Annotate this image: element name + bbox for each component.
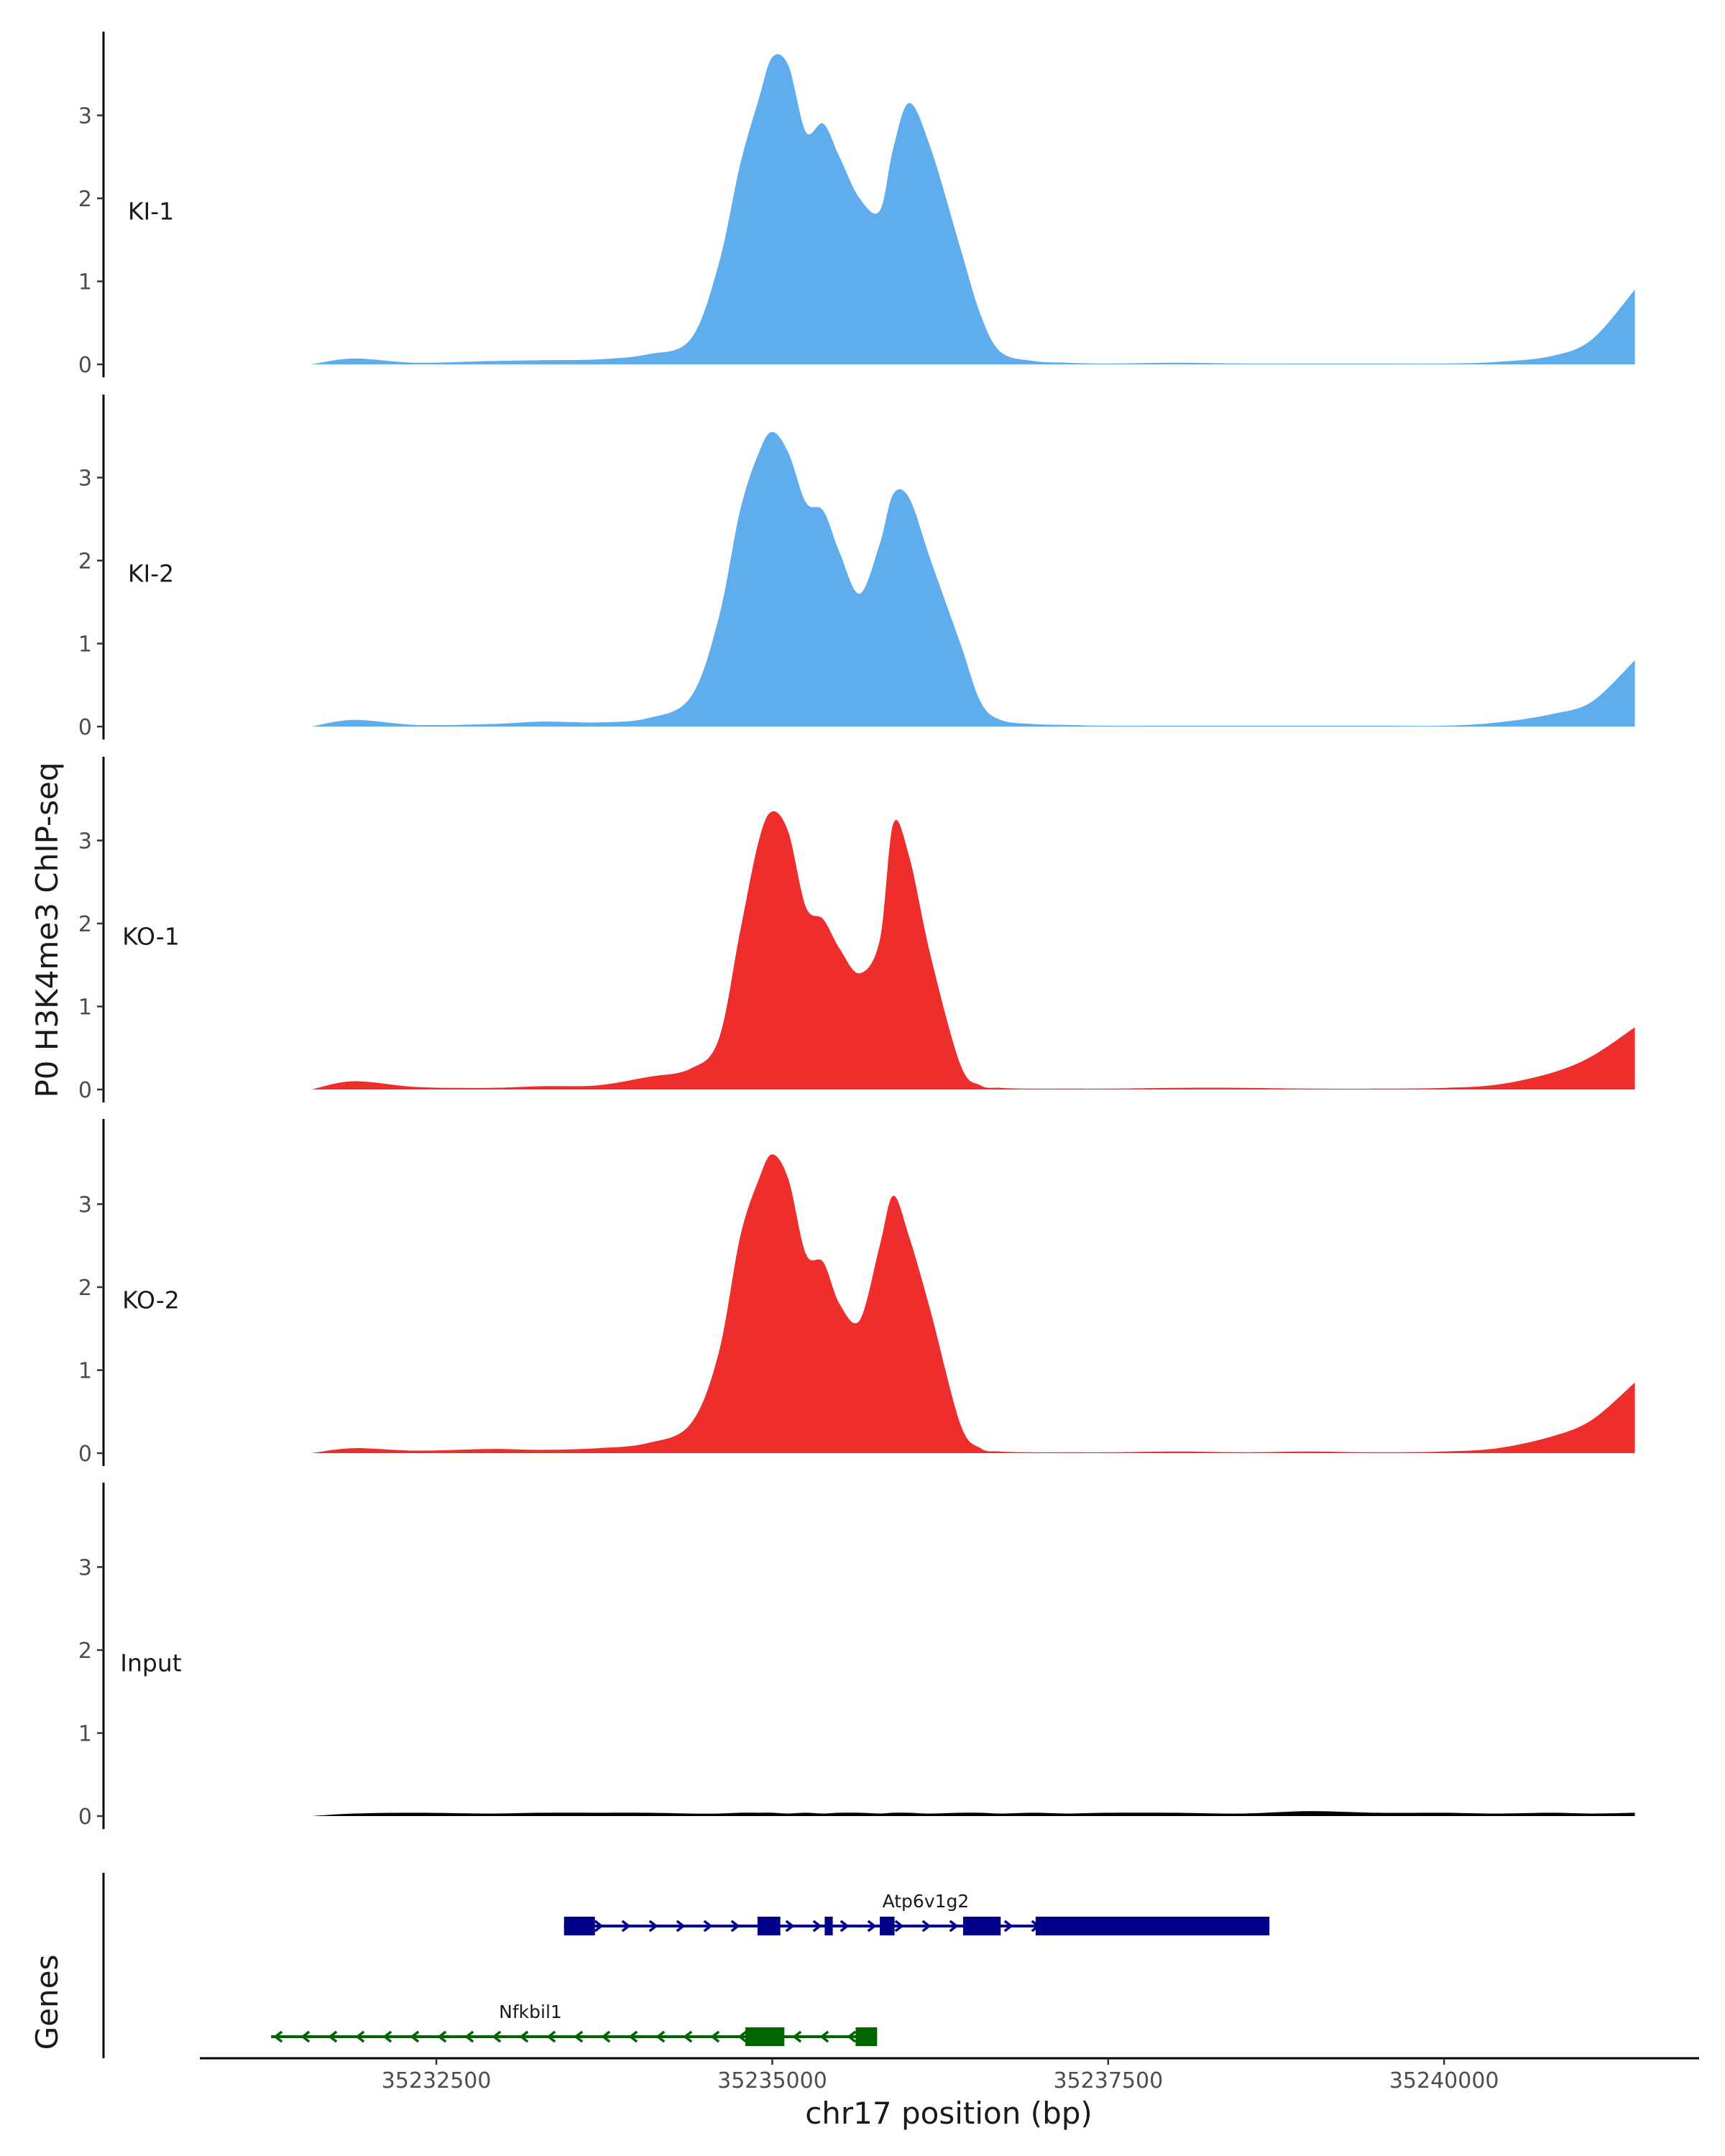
strand-arrow (546, 2030, 556, 2043)
strand-arrow (921, 1920, 932, 1932)
strand-arrow (355, 2030, 365, 2043)
strand-arrow (847, 2030, 857, 2043)
y-tick-label: 0 (78, 1078, 92, 1103)
gene-exon (962, 1917, 1001, 1935)
strand-arrow (656, 2030, 666, 2043)
y-tick-label: 0 (78, 353, 92, 378)
track-label: KI-1 (128, 197, 174, 225)
y-tick-label: 2 (78, 1639, 92, 1664)
strand-arrow (949, 1920, 959, 1932)
gene-exon (824, 1917, 833, 1935)
track-ki-2: 0 1 2 3 KI-2 (78, 395, 1635, 740)
gene-exon (757, 1917, 781, 1935)
strand-arrow (273, 2030, 283, 2043)
strand-arrow (382, 2030, 392, 2043)
coverage-area-ki-1 (311, 54, 1635, 365)
gene-exon (745, 2027, 785, 2046)
gene-exon (880, 1917, 895, 1935)
track-ko-2: 0 1 2 3 KO-2 (78, 1119, 1635, 1467)
y-tick-label: 3 (78, 1556, 92, 1581)
strand-arrow (464, 2030, 474, 2043)
x-tick-label: 35235000 (717, 2068, 827, 2093)
strand-arrow (737, 2030, 748, 2043)
x-tick-label: 35232500 (382, 2068, 492, 2093)
strand-arrow (648, 1920, 658, 1932)
gene-exon (1035, 1917, 1270, 1935)
track-label: KO-1 (122, 922, 180, 950)
track-ko-1: 0 1 2 3 KO-1 (78, 757, 1635, 1103)
y-tick-label: 2 (78, 187, 92, 212)
y-tick-label: 1 (78, 995, 92, 1021)
strand-arrow (601, 2030, 611, 2043)
coverage-tracks: 0 1 2 3 KI-1 0 1 2 3 KI-2 0 1 2 3 KO-1 0 1 2 3 KO-2 0 1 2 3 Inpu… (78, 32, 1635, 1830)
strand-arrow (1003, 1920, 1013, 1932)
coverage-area-ko-1 (311, 811, 1635, 1089)
strand-arrow (492, 2030, 502, 2043)
strand-arrow (840, 1920, 850, 1932)
strand-arrow (328, 2030, 338, 2043)
strand-arrow (792, 2030, 802, 2043)
strand-arrow (819, 2030, 829, 2043)
x-tick-label: 35240000 (1389, 2068, 1499, 2093)
strand-arrow (410, 2030, 420, 2043)
y-tick-label: 2 (78, 549, 92, 574)
strand-arrow (574, 2030, 584, 2043)
x-tick-label: 35237500 (1053, 2068, 1163, 2093)
y-tick-label: 1 (78, 270, 92, 295)
strand-arrow (812, 1920, 822, 1932)
y-tick-label: 0 (78, 715, 92, 740)
gene-exon (564, 1917, 595, 1935)
strand-arrow (621, 1920, 631, 1932)
strand-arrow (519, 2030, 529, 2043)
strand-arrow (437, 2030, 447, 2043)
y-tick-label: 3 (78, 1193, 92, 1218)
genes-track-title: Genes (29, 1955, 65, 2050)
y-tick-label: 3 (78, 466, 92, 492)
strand-arrow (785, 1920, 795, 1932)
track-input: 0 1 2 3 Input (78, 1483, 1635, 1830)
strand-arrow (676, 1920, 686, 1932)
x-axis-title: chr17 position (bp) (805, 2096, 1092, 2131)
y-tick-label: 2 (78, 1276, 92, 1301)
y-tick-label: 0 (78, 1442, 92, 1467)
track-ki-1: 0 1 2 3 KI-1 (78, 32, 1635, 378)
x-axis: 35232500 35235000 35237500 35240000 (200, 2057, 1699, 2093)
track-label: KI-2 (128, 559, 174, 587)
strand-arrow (710, 2030, 720, 2043)
gene-exon (855, 2027, 878, 2046)
strand-arrow (683, 2030, 693, 2043)
y-tick-label: 1 (78, 1359, 92, 1384)
strand-arrow (703, 1920, 713, 1932)
gene-name-label: Nfkbil1 (499, 2001, 562, 2022)
strand-arrow (628, 2030, 638, 2043)
strand-arrow (300, 2030, 310, 2043)
strand-arrow (594, 1920, 604, 1932)
track-label: KO-2 (122, 1286, 180, 1314)
strand-arrow (894, 1920, 904, 1932)
gene-nfkbil1: Nfkbil1 (271, 2001, 878, 2046)
coverage-area-input (311, 1811, 1635, 1816)
track-label: Input (120, 1649, 182, 1677)
y-tick-label: 1 (78, 632, 92, 658)
y-tick-label: 3 (78, 829, 92, 854)
genes-track: Atp6v1g2 Nfkbil1 (102, 1873, 1270, 2058)
gene-atp6v1g2: Atp6v1g2 (564, 1891, 1270, 1935)
y-tick-label: 2 (78, 912, 92, 937)
gene-name-label: Atp6v1g2 (883, 1891, 970, 1912)
strand-arrow (867, 1920, 877, 1932)
coverage-area-ki-2 (311, 432, 1635, 727)
y-tick-label: 1 (78, 1722, 92, 1747)
y-tick-label: 3 (78, 104, 92, 129)
coverage-area-ko-2 (311, 1154, 1635, 1453)
y-axis-title: P0 H3K4me3 ChIP-seq (29, 762, 65, 1097)
y-tick-label: 0 (78, 1805, 92, 1830)
strand-arrow (730, 1920, 740, 1932)
